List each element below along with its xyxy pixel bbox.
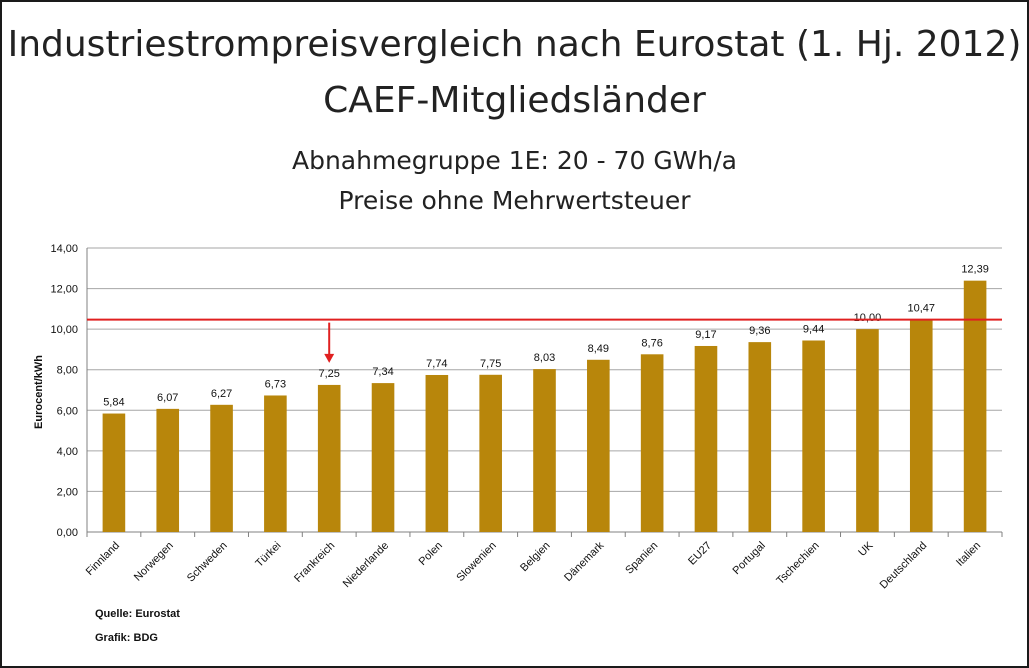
bar bbox=[748, 342, 772, 532]
data-label: 7,25 bbox=[318, 368, 339, 380]
x-tick-label: Schweden bbox=[185, 540, 230, 585]
data-label: 6,27 bbox=[211, 388, 232, 400]
y-tick-label: 10,00 bbox=[50, 324, 78, 336]
bar bbox=[640, 354, 664, 532]
y-tick-label: 4,00 bbox=[57, 446, 78, 458]
x-tick-label: Niederlande bbox=[341, 540, 391, 590]
data-label: 8,49 bbox=[588, 343, 609, 355]
x-tick-label: Portugal bbox=[730, 540, 767, 577]
y-tick-label: 0,00 bbox=[57, 527, 78, 539]
x-tick-label: Italien bbox=[954, 540, 983, 569]
data-label: 7,74 bbox=[426, 358, 447, 370]
chart-subtitle-line2: Preise ohne Mehrwertsteuer bbox=[338, 186, 691, 215]
data-label: 9,44 bbox=[803, 324, 824, 336]
x-tick-label: Slowenien bbox=[454, 540, 498, 584]
x-tick-label: Norwegen bbox=[132, 540, 176, 584]
data-label: 6,73 bbox=[265, 378, 286, 390]
bar bbox=[210, 404, 233, 532]
x-tick-label: Tschechien bbox=[774, 540, 821, 587]
y-tick-label: 12,00 bbox=[50, 284, 78, 296]
bar bbox=[425, 374, 449, 532]
bar bbox=[587, 359, 610, 532]
bar bbox=[963, 280, 987, 532]
source-note: Quelle: Eurostat bbox=[95, 608, 180, 620]
highlight-arrow-head bbox=[324, 353, 335, 363]
data-label: 8,76 bbox=[641, 337, 662, 349]
y-tick-label: 14,00 bbox=[50, 243, 78, 255]
x-tick-label: Spanien bbox=[623, 540, 660, 577]
data-label: 12,39 bbox=[961, 264, 989, 276]
x-tick-label: Deutschland bbox=[878, 540, 930, 592]
bar bbox=[694, 345, 718, 532]
bar bbox=[156, 408, 180, 532]
bar bbox=[479, 374, 502, 532]
y-axis-label: Eurocent/kWh bbox=[33, 355, 45, 429]
data-label: 9,17 bbox=[695, 329, 716, 341]
x-tick-label: Dänemark bbox=[562, 539, 607, 584]
data-label: 8,03 bbox=[534, 352, 555, 364]
bar bbox=[264, 395, 287, 532]
bar bbox=[102, 413, 126, 532]
data-label: 9,36 bbox=[749, 325, 770, 337]
bar bbox=[856, 329, 879, 532]
x-tick-label: Finnland bbox=[84, 540, 122, 578]
data-label: 6,07 bbox=[157, 392, 178, 404]
chart-subtitle: Abnahmegruppe 1E: 20 - 70 GWh/a bbox=[291, 146, 737, 175]
chart-title-line2: CAEF-Mitgliedsländer bbox=[323, 80, 706, 121]
x-tick-label: Belgien bbox=[518, 540, 552, 574]
x-tick-label: Polen bbox=[417, 540, 445, 568]
data-label: 10,47 bbox=[907, 303, 935, 315]
x-tick-label: EU27 bbox=[686, 540, 714, 568]
y-tick-label: 8,00 bbox=[57, 365, 78, 377]
x-tick-label: Türkei bbox=[253, 540, 283, 570]
graphic-credit: Grafik: BDG bbox=[95, 632, 158, 644]
x-tick-label: Frankreich bbox=[292, 540, 337, 585]
data-label: 7,75 bbox=[480, 358, 501, 370]
data-label: 7,34 bbox=[372, 366, 393, 378]
bar bbox=[909, 319, 933, 532]
y-tick-label: 6,00 bbox=[57, 405, 78, 417]
data-label: 10,00 bbox=[854, 312, 882, 324]
chart-title: Industriestrompreisvergleich nach Eurost… bbox=[7, 24, 1022, 65]
y-tick-label: 2,00 bbox=[57, 486, 78, 498]
data-label: 5,84 bbox=[103, 397, 124, 409]
bar bbox=[802, 340, 825, 532]
bar bbox=[317, 384, 341, 532]
bar bbox=[533, 369, 556, 532]
bar bbox=[371, 383, 395, 532]
x-tick-label: UK bbox=[856, 539, 876, 559]
